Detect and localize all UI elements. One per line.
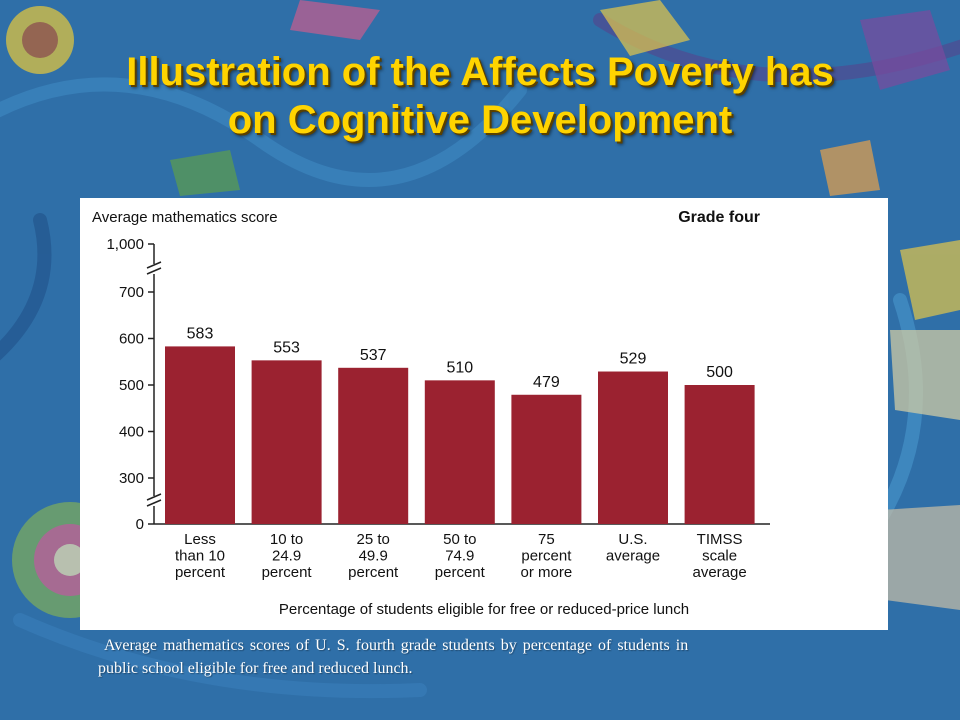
bar-value-label: 510 [446, 359, 473, 376]
bar-chart: Average mathematics score Grade four 0 300 4… [92, 209, 770, 618]
x-tick-label: than 10 [175, 548, 225, 565]
x-tick-label: average [692, 564, 746, 581]
x-tick-label: 10 to [270, 531, 303, 548]
bar-value-label: 500 [706, 364, 733, 381]
y-tick-label: 1,000 [106, 236, 144, 253]
x-tick-label: 74.9 [445, 548, 474, 565]
x-tick-label: percent [521, 548, 572, 565]
bar-value-label: 537 [360, 347, 387, 364]
x-tick-label: U.S. [618, 531, 647, 548]
x-tick-label: Less [184, 531, 216, 548]
caption-line-1: Average mathematics scores of U. S. four… [104, 637, 689, 654]
x-tick-label: TIMSS [697, 531, 743, 548]
slide-title-line-2: on Cognitive Development [227, 98, 733, 142]
x-tick-label: 24.9 [272, 548, 301, 565]
caption-line-2: public school eligible for free and redu… [98, 660, 413, 677]
y-tick-label: 0 [136, 516, 144, 533]
bar [165, 346, 235, 524]
chart-title: Grade four [678, 209, 760, 226]
y-tick-label: 600 [119, 331, 144, 348]
y-tick-label: 700 [119, 284, 144, 301]
x-tick-label: average [606, 548, 660, 565]
axis-break-mark [146, 493, 162, 501]
slide-title: Illustration of the Affects Poverty has … [20, 48, 940, 144]
x-tick-label: 50 to [443, 531, 476, 548]
x-tick-label: scale [702, 548, 737, 565]
x-tick-label: percent [262, 564, 313, 581]
y-tick-label: 300 [119, 470, 144, 487]
x-tick-label: percent [175, 564, 226, 581]
chart-caption: Average mathematics scores of U. S. four… [98, 634, 868, 680]
x-tick-label: percent [435, 564, 486, 581]
x-tick-label: 25 to [357, 531, 390, 548]
bar [424, 380, 495, 524]
bar [684, 385, 755, 524]
axis-break-mark [146, 499, 162, 507]
bar-value-label: 529 [620, 351, 647, 368]
chart-card: Average mathematics score Grade four 0 300 4… [80, 198, 888, 630]
x-tick-label: 49.9 [359, 548, 388, 565]
slide-title-line-1: Illustration of the Affects Poverty has [126, 50, 834, 94]
x-tick-label: or more [521, 564, 573, 581]
axis-break-mark [146, 261, 162, 269]
x-axis-label: Percentage of students eligible for free… [279, 601, 689, 618]
bar [511, 394, 582, 524]
axis-break-mark [146, 267, 162, 275]
bar-value-label: 479 [533, 374, 560, 391]
x-tick-label: percent [348, 564, 399, 581]
y-tick-label: 400 [119, 424, 144, 441]
bar [251, 360, 322, 524]
x-tick-label: 75 [538, 531, 555, 548]
bar-value-label: 553 [273, 339, 300, 356]
y-axis-label: Average mathematics score [92, 209, 278, 226]
bar-value-label: 583 [187, 325, 214, 342]
bar [598, 371, 668, 524]
bar [338, 367, 409, 524]
y-tick-label: 500 [119, 377, 144, 394]
